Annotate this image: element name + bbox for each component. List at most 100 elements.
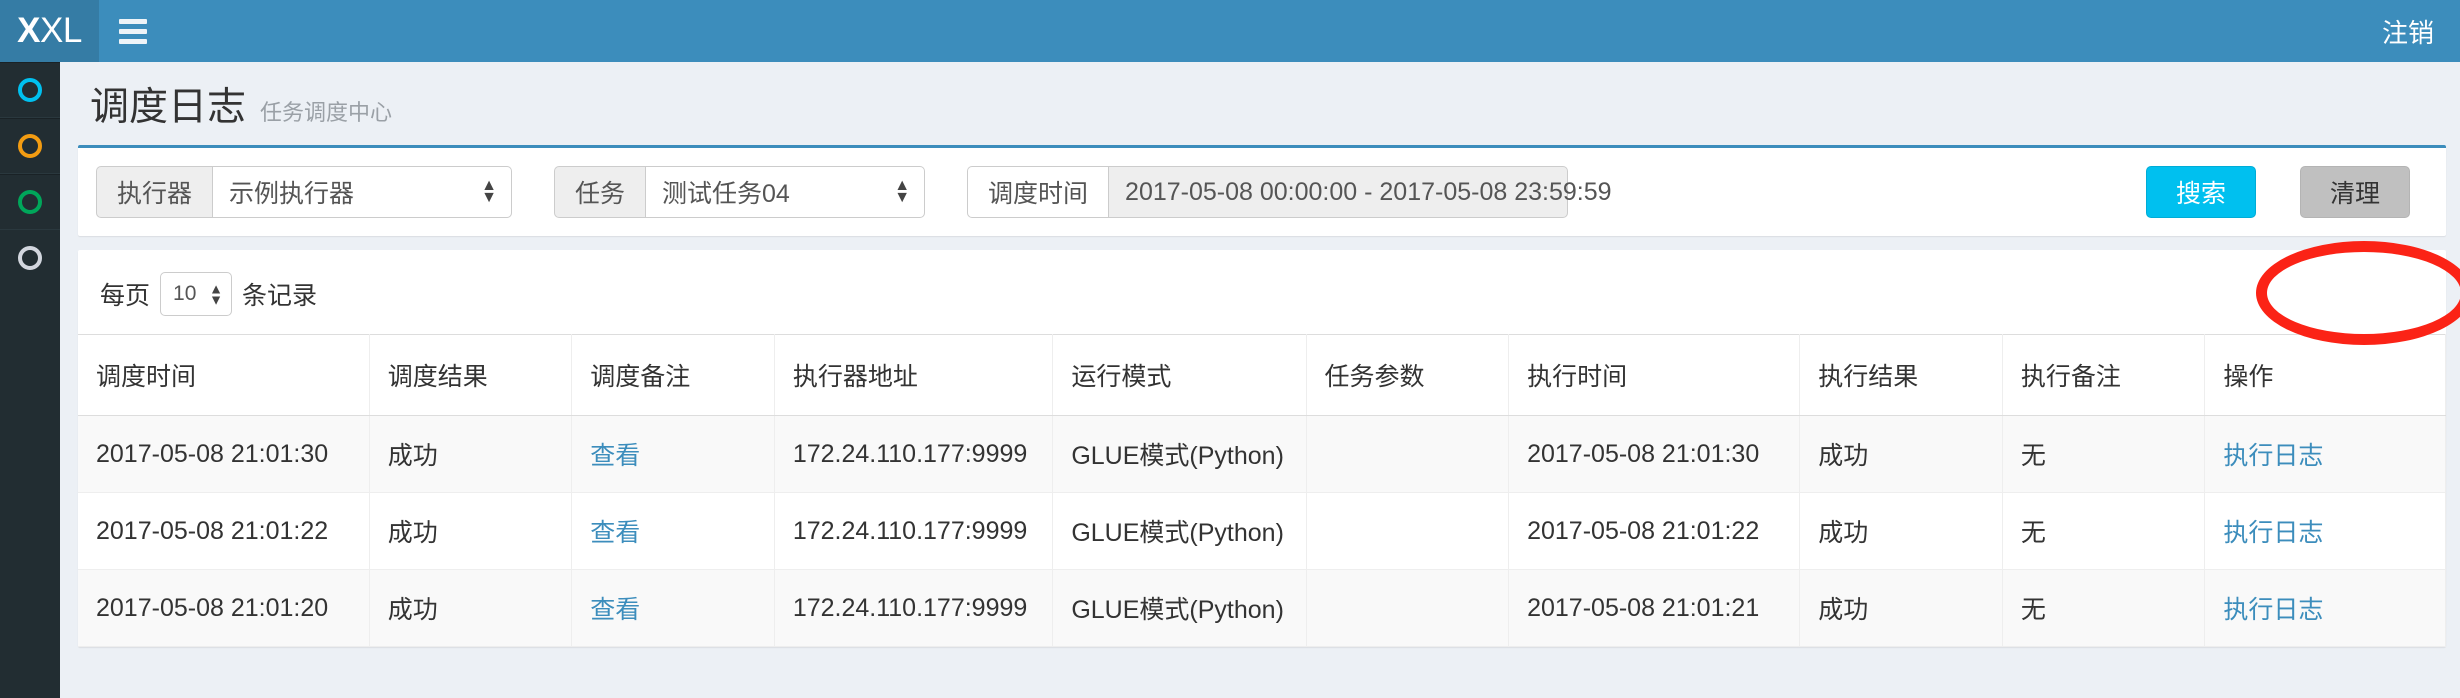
cell-exec-note: 无 [2002, 492, 2206, 570]
cell-run-mode: GLUE模式(Python) [1052, 492, 1307, 570]
cell-schedule-time: 2017-05-08 21:01:20 [78, 569, 370, 647]
cell-exec-note: 无 [2002, 415, 2206, 493]
logo-bold-text: X [17, 11, 41, 50]
cell-job-params [1306, 569, 1510, 647]
cell-schedule-note: 查看 [571, 415, 775, 493]
page-length-select[interactable]: 10 ▲ ▼ [160, 272, 233, 316]
top-navbar: X XL 注销 [0, 0, 2460, 62]
view-link[interactable]: 查看 [590, 519, 641, 547]
log-table-panel: 每页 10 ▲ ▼ 条记录 调度时间 调度结果 [78, 250, 2446, 647]
cell-exec-time: 2017-05-08 21:01:21 [1508, 569, 1801, 647]
sidebar-toggle-button[interactable] [99, 0, 167, 62]
cell-executor-address: 172.24.110.177:9999 [774, 569, 1054, 647]
page-length-suffix: 条记录 [242, 282, 318, 310]
cell-schedule-time: 2017-05-08 21:01:30 [78, 415, 370, 493]
cell-schedule-note: 查看 [571, 492, 775, 570]
job-select[interactable]: 测试任务04 ▲ ▼ [645, 166, 926, 218]
page-length-value: 10 [173, 282, 197, 305]
datetime-range-input[interactable]: 2017-05-08 00:00:00 - 2017-05-08 23:59:5… [1108, 166, 1612, 218]
cell-exec-time: 2017-05-08 21:01:22 [1508, 492, 1801, 570]
navbar-right-section: 注销 [2382, 0, 2460, 62]
content-header: 调度日志 任务调度中心 [60, 62, 2460, 145]
log-table: 调度时间 调度结果 调度备注 执行器地址 运行模式 任务参数 执行时间 执行结果… [78, 334, 2446, 647]
circle-icon [18, 78, 42, 102]
logo-rest-text: XL [40, 11, 82, 50]
page-length-control: 每页 10 ▲ ▼ 条记录 [78, 250, 2446, 334]
cell-schedule-time: 2017-05-08 21:01:22 [78, 492, 370, 570]
filter-buttons: 搜索 清理 [2146, 166, 2424, 218]
executor-filter-label: 执行器 [96, 166, 213, 218]
cell-run-mode: GLUE模式(Python) [1052, 415, 1307, 493]
cell-action: 执行日志 [2204, 569, 2446, 647]
executor-filter-group: 执行器 示例执行器 ▲ ▼ [96, 166, 513, 218]
executor-select[interactable]: 示例执行器 ▲ ▼ [212, 166, 513, 218]
cell-executor-address: 172.24.110.177:9999 [774, 415, 1054, 493]
datetime-filter-group: 调度时间 2017-05-08 00:00:00 - 2017-05-08 23… [967, 166, 1612, 218]
column-header-run-mode[interactable]: 运行模式 [1052, 334, 1307, 416]
chevron-updown-icon: ▲ ▼ [481, 177, 498, 206]
cell-schedule-result: 成功 [369, 415, 573, 493]
column-header-schedule-time[interactable]: 调度时间 [78, 334, 370, 416]
view-link[interactable]: 查看 [590, 596, 641, 624]
chevron-updown-icon: ▲ ▼ [894, 177, 911, 206]
column-header-job-params[interactable]: 任务参数 [1306, 334, 1510, 416]
column-header-schedule-result[interactable]: 调度结果 [369, 334, 573, 416]
column-header-exec-note[interactable]: 执行备注 [2002, 334, 2206, 416]
filter-panel: 执行器 示例执行器 ▲ ▼ 任务 测试任务04 ▲ ▼ [78, 145, 2460, 345]
job-select-value: 测试任务04 [662, 180, 790, 208]
datetime-range-value: 2017-05-08 00:00:00 - 2017-05-08 23:59:5… [1125, 177, 1612, 206]
page-title: 调度日志 [90, 86, 247, 129]
page-length-prefix: 每页 [100, 282, 151, 310]
cell-exec-result: 成功 [1799, 492, 2003, 570]
cell-job-params [1306, 415, 1510, 493]
datetime-filter-label: 调度时间 [967, 166, 1109, 218]
cell-exec-note: 无 [2002, 569, 2206, 647]
sidebar-item-2[interactable] [0, 118, 60, 174]
circle-icon [18, 134, 42, 158]
cell-job-params [1306, 492, 1510, 570]
search-button[interactable]: 搜索 [2146, 166, 2256, 218]
view-link[interactable]: 查看 [590, 442, 641, 470]
main-content: 调度日志 任务调度中心 执行器 示例执行器 ▲ ▼ 任务 [60, 62, 2460, 698]
column-header-action[interactable]: 操作 [2204, 334, 2446, 416]
table-row: 2017-05-08 21:01:22 成功 查看 172.24.110.177… [78, 492, 2446, 570]
hamburger-icon [119, 18, 147, 44]
column-header-executor-address[interactable]: 执行器地址 [774, 334, 1054, 416]
cell-action: 执行日志 [2204, 492, 2446, 570]
cell-exec-time: 2017-05-08 21:01:30 [1508, 415, 1801, 493]
table-row: 2017-05-08 21:01:20 成功 查看 172.24.110.177… [78, 569, 2446, 647]
job-filter-group: 任务 测试任务04 ▲ ▼ [554, 166, 926, 218]
exec-log-link[interactable]: 执行日志 [2223, 596, 2324, 624]
filter-row: 执行器 示例执行器 ▲ ▼ 任务 测试任务04 ▲ ▼ [78, 148, 2446, 236]
circle-icon [18, 190, 42, 214]
executor-select-value: 示例执行器 [229, 180, 355, 208]
page-subtitle: 任务调度中心 [260, 100, 393, 125]
sidebar-item-4[interactable] [0, 230, 60, 286]
cell-exec-result: 成功 [1799, 569, 2003, 647]
logout-link[interactable]: 注销 [2381, 17, 2434, 48]
sidebar-item-1[interactable] [0, 62, 60, 118]
cell-schedule-note: 查看 [571, 569, 775, 647]
cell-schedule-result: 成功 [369, 492, 573, 570]
exec-log-link[interactable]: 执行日志 [2223, 519, 2324, 547]
log-table-head: 调度时间 调度结果 调度备注 执行器地址 运行模式 任务参数 执行时间 执行结果… [78, 334, 2446, 416]
cell-schedule-result: 成功 [369, 569, 573, 647]
table-header-row: 调度时间 调度结果 调度备注 执行器地址 运行模式 任务参数 执行时间 执行结果… [78, 334, 2446, 416]
cell-run-mode: GLUE模式(Python) [1052, 569, 1307, 647]
column-header-schedule-note[interactable]: 调度备注 [571, 334, 775, 416]
column-header-exec-time[interactable]: 执行时间 [1508, 334, 1801, 416]
clear-button[interactable]: 清理 [2300, 166, 2410, 218]
exec-log-link[interactable]: 执行日志 [2223, 442, 2324, 470]
app-logo[interactable]: X XL [0, 0, 99, 62]
cell-action: 执行日志 [2204, 415, 2446, 493]
job-filter-label: 任务 [554, 166, 646, 218]
column-header-exec-result[interactable]: 执行结果 [1799, 334, 2003, 416]
cell-executor-address: 172.24.110.177:9999 [774, 492, 1054, 570]
chevron-updown-icon: ▲ ▼ [209, 280, 224, 307]
circle-icon [18, 246, 42, 270]
left-sidebar [0, 62, 60, 698]
log-table-body: 2017-05-08 21:01:30 成功 查看 172.24.110.177… [78, 415, 2446, 647]
cell-exec-result: 成功 [1799, 415, 2003, 493]
sidebar-item-3[interactable] [0, 174, 60, 230]
